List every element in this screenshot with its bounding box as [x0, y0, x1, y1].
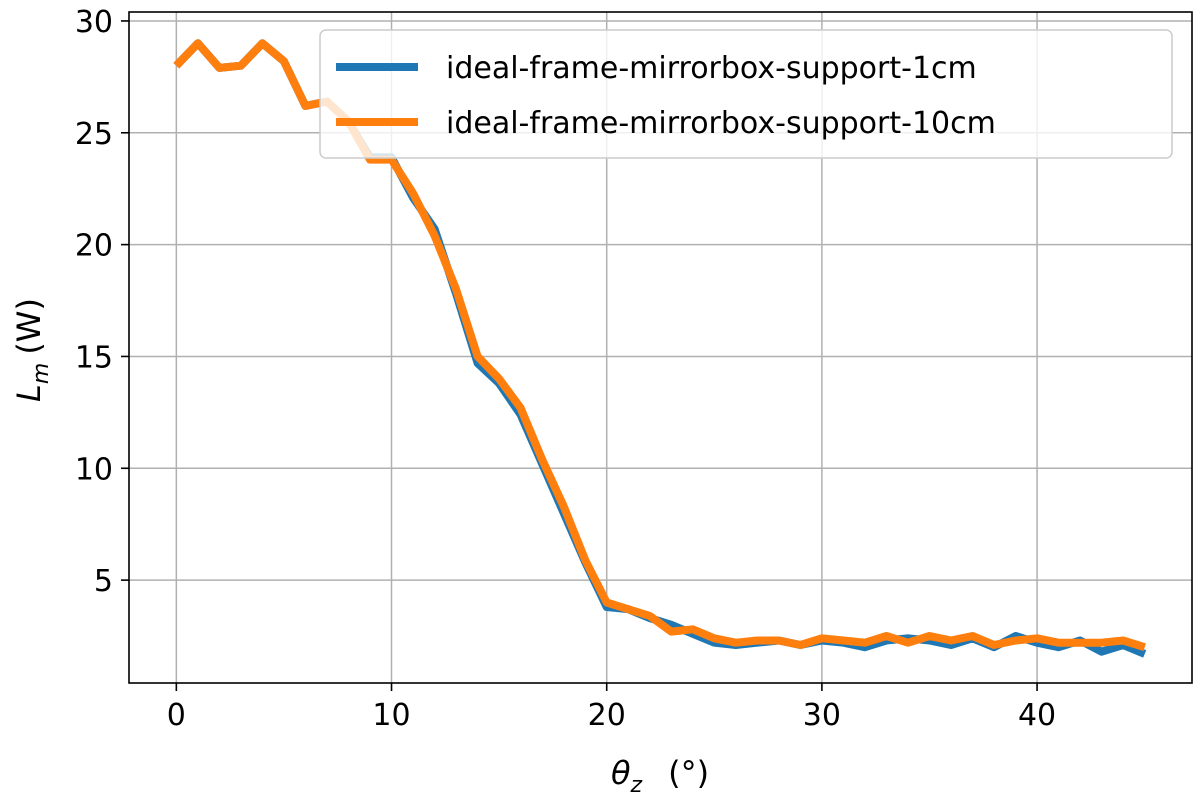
legend-label-10cm: ideal-frame-mirrorbox-support-10cm: [446, 106, 996, 141]
y-tick-label: 5: [94, 564, 113, 599]
y-axis-label-symbol: L: [10, 384, 48, 402]
x-tick-label: 0: [167, 698, 186, 733]
x-tick-label: 20: [588, 698, 626, 733]
axes-frame: [128, 11, 1193, 684]
y-tick-label: 15: [75, 340, 113, 375]
y-tick-label: 30: [75, 5, 113, 40]
y-axis-label-subscript: m: [29, 363, 54, 384]
legend-label-1cm: ideal-frame-mirrorbox-support-1cm: [446, 51, 977, 86]
y-axis-label-unit: (W): [10, 298, 48, 355]
x-axis-label-symbol: θ: [611, 754, 631, 792]
x-axis-label: θz (°): [611, 754, 709, 798]
y-axis-label: Lm (W): [10, 298, 54, 402]
axis-ticks: [121, 20, 1038, 691]
x-tick-label: 10: [372, 698, 410, 733]
legend: ideal-frame-mirrorbox-support-1cm ideal-…: [319, 29, 1173, 159]
x-axis-label-subscript: z: [630, 773, 643, 798]
x-tick-label: 40: [1018, 698, 1056, 733]
legend-box: [319, 29, 1173, 159]
tick-labels: 0 10 20 30 40 5 10 15 20 25 30: [75, 5, 1056, 733]
x-tick-label: 30: [803, 698, 841, 733]
x-axis-label-unit: (°): [668, 754, 709, 792]
y-tick-label: 25: [75, 117, 113, 152]
y-tick-label: 20: [75, 229, 113, 264]
y-tick-label: 10: [75, 452, 113, 487]
